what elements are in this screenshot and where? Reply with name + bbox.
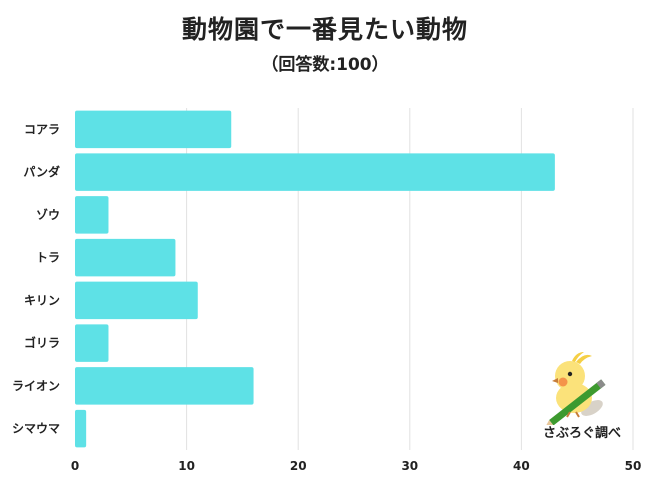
bar	[75, 238, 176, 277]
logo-text: さぶろぐ調べ	[542, 426, 621, 441]
x-tick-labels: 0 10 20 30 40 50	[71, 459, 642, 473]
bar	[75, 281, 198, 320]
bar	[75, 110, 232, 149]
x-tick-label: 40	[513, 459, 530, 473]
category-label: ライオン	[12, 379, 60, 393]
x-tick-label: 30	[401, 459, 418, 473]
x-tick-label: 20	[290, 459, 307, 473]
bird-mascot-icon	[544, 352, 606, 428]
bar	[75, 324, 109, 362]
bars	[75, 110, 555, 448]
category-label: シマウマ	[12, 422, 60, 436]
chart-title: 動物園で一番見たい動物	[181, 15, 468, 44]
chart-subtitle: （回答数:100）	[261, 55, 389, 75]
bar	[75, 196, 109, 234]
x-tick-label: 50	[625, 459, 642, 473]
category-label: トラ	[36, 251, 60, 265]
bar	[75, 367, 254, 405]
category-label: ゴリラ	[24, 335, 60, 350]
bar	[75, 409, 87, 448]
category-label: コアラ	[24, 122, 60, 136]
category-label: キリン	[24, 293, 60, 307]
category-label: パンダ	[23, 164, 60, 179]
x-tick-label: 0	[71, 459, 79, 473]
bar	[75, 153, 555, 191]
x-tick-label: 10	[178, 459, 195, 473]
brand-logo: さぶろぐ調べ	[532, 350, 632, 445]
category-label: ゾウ	[36, 207, 60, 222]
